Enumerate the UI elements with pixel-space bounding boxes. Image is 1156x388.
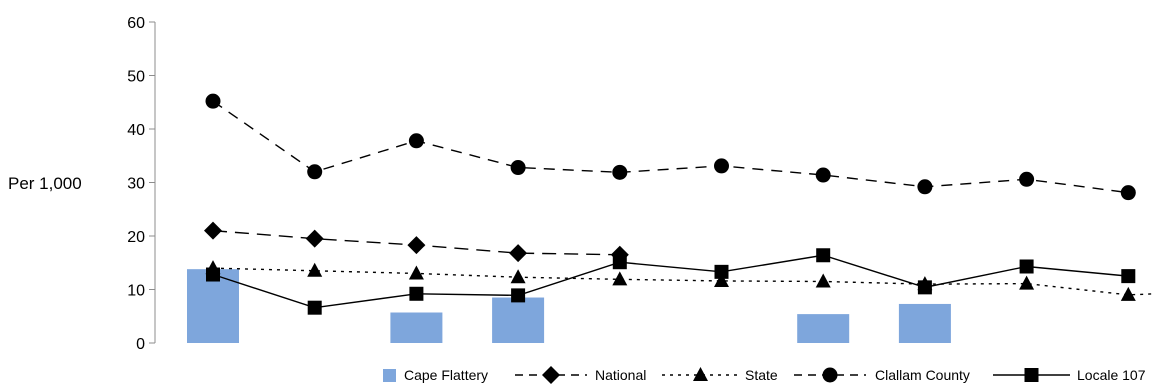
point-clallam-county xyxy=(408,133,424,149)
point-state xyxy=(612,271,628,286)
legend-label-clallam-county: Clallam County xyxy=(875,367,970,383)
point-clallam-county xyxy=(307,164,323,180)
point-national xyxy=(407,236,426,255)
point-locale-107 xyxy=(816,248,831,263)
y-tick-label: 40 xyxy=(127,122,145,139)
y-axis-label: Per 1,000 xyxy=(8,174,82,193)
point-clallam-county xyxy=(612,164,628,180)
y-tick-label: 60 xyxy=(127,15,145,32)
legend-marker-national xyxy=(542,366,560,384)
point-locale-107 xyxy=(612,255,627,270)
point-locale-107 xyxy=(206,267,220,282)
legend-marker-locale-107 xyxy=(1024,368,1039,382)
legend: Cape Flattery National State Clallam County… xyxy=(383,366,1146,384)
point-clallam-county xyxy=(917,179,933,195)
bar-cape-flattery xyxy=(492,297,545,343)
bar-cape-flattery xyxy=(797,314,850,343)
line-clallam-county xyxy=(212,100,1129,194)
point-state xyxy=(1120,286,1136,301)
bars-layer xyxy=(187,269,951,343)
point-locale-107 xyxy=(1019,259,1034,274)
point-locale-107 xyxy=(917,280,932,295)
point-locale-107 xyxy=(1121,269,1136,284)
point-locale-107 xyxy=(714,264,729,279)
point-state xyxy=(510,269,526,284)
y-tick-label: 50 xyxy=(127,69,145,86)
point-locale-107 xyxy=(307,300,322,315)
point-state xyxy=(408,265,424,280)
legend-label-cape-flattery: Cape Flattery xyxy=(404,367,488,383)
point-clallam-county xyxy=(714,158,729,174)
point-state xyxy=(714,272,729,287)
point-clallam-county xyxy=(205,93,221,109)
point-locale-107 xyxy=(511,288,526,303)
point-national xyxy=(509,244,528,263)
legend-label-locale-107: Locale 107 xyxy=(1077,367,1146,383)
point-state xyxy=(307,262,323,277)
point-clallam-county xyxy=(1019,171,1035,187)
point-state xyxy=(815,273,831,288)
point-clallam-county xyxy=(1120,185,1136,201)
y-tick-label: 0 xyxy=(136,336,145,353)
y-axis: 0 10 20 30 40 50 60 xyxy=(127,15,156,353)
point-locale-107 xyxy=(409,286,424,301)
y-tick-label: 10 xyxy=(127,283,145,300)
y-tick-label: 20 xyxy=(127,229,145,246)
bar-cape-flattery xyxy=(390,312,443,343)
legend-marker-state xyxy=(693,367,708,381)
line-locale-107 xyxy=(212,254,1129,309)
point-state xyxy=(1019,275,1035,290)
legend-swatch-cape-flattery xyxy=(383,369,396,382)
lines-layer xyxy=(204,93,1156,315)
point-national xyxy=(204,221,222,240)
legend-label-national: National xyxy=(595,367,646,383)
point-clallam-county xyxy=(510,160,526,176)
y-tick-label: 30 xyxy=(127,176,145,193)
point-national xyxy=(305,229,324,248)
legend-marker-clallam-county xyxy=(822,367,838,383)
line-state xyxy=(212,267,1156,296)
legend-label-state: State xyxy=(745,367,778,383)
point-clallam-county xyxy=(815,167,831,183)
bar-cape-flattery xyxy=(898,303,951,343)
